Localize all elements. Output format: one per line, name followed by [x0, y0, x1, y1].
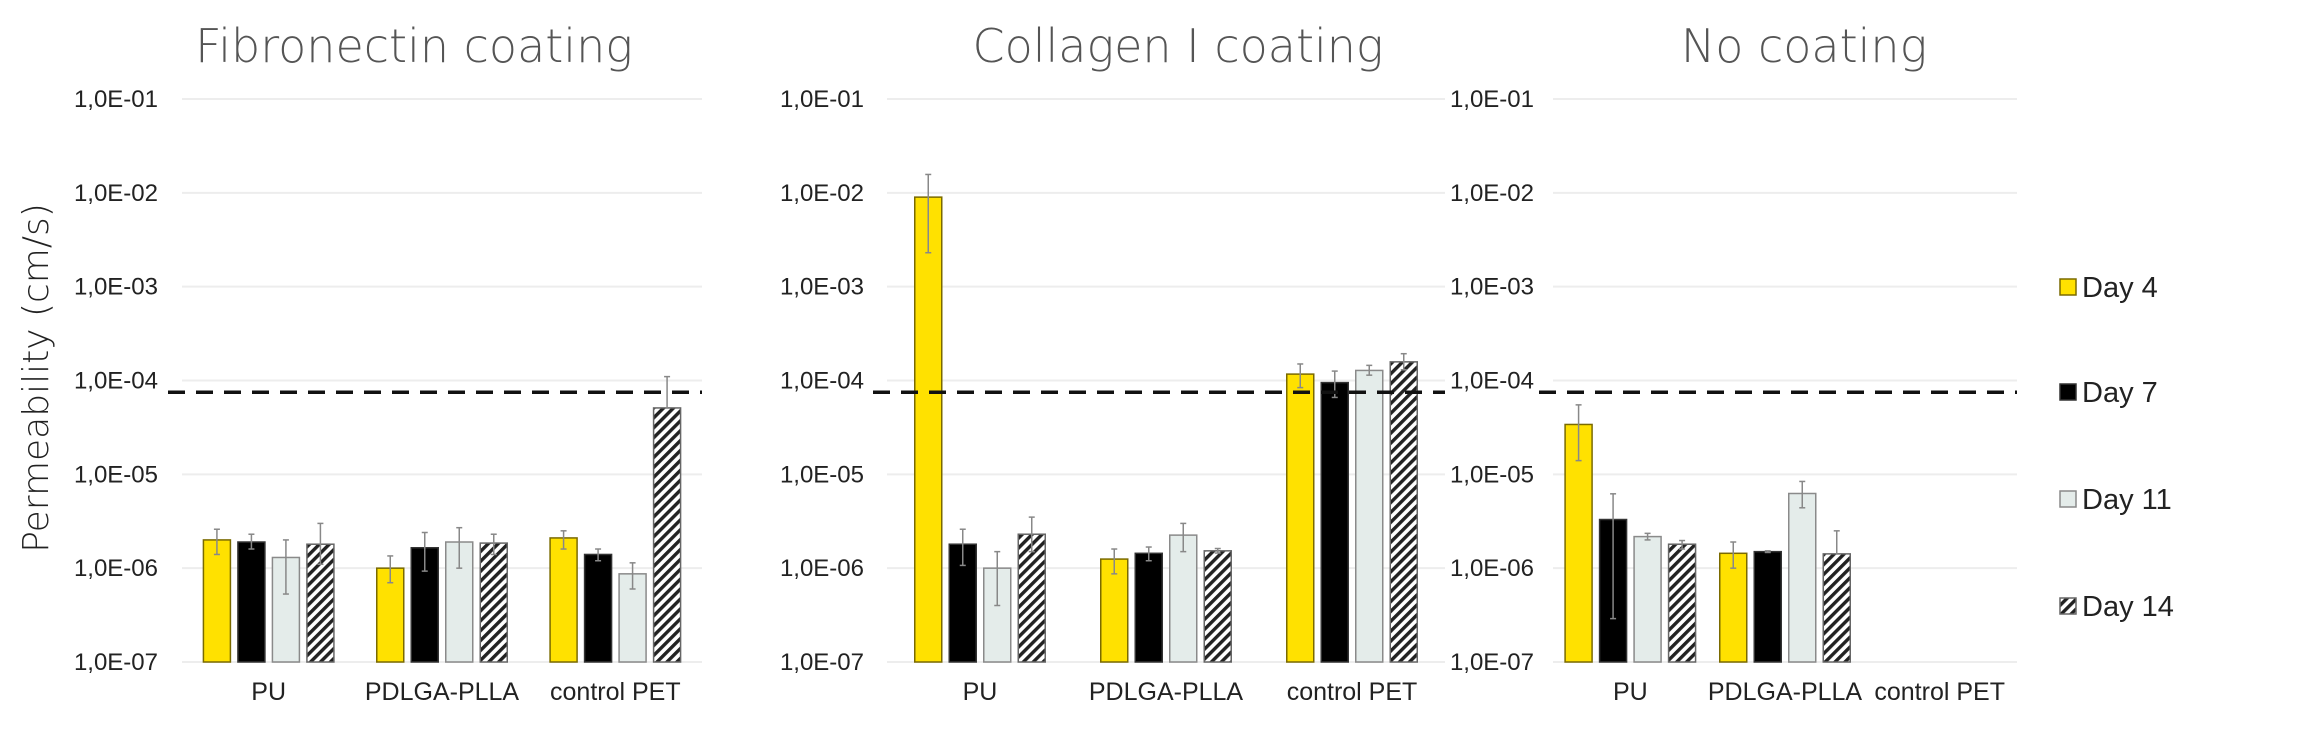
bar-day-11 [271, 556, 301, 663]
y-tick-label: 1,0E-03 [780, 274, 864, 301]
chart-panel-2: No coating 1,0E-01 1,0E-02 1,0E-03 1,0E-04 1,… [1450, 19, 2017, 706]
bar-day-4 [1719, 552, 1748, 663]
bar-day-7 [1753, 550, 1782, 663]
y-tick-label: 1,0E-04 [1450, 368, 1534, 395]
chart-title: Collagen I coating [972, 19, 1383, 73]
y-tick-label: 1,0E-03 [74, 274, 158, 301]
legend-label: Day 4 [2082, 272, 2158, 304]
bar-day-11 [1633, 535, 1662, 663]
bar-day-4 [202, 539, 232, 663]
bar-day-7 [237, 541, 266, 663]
legend-swatch-0 [2059, 278, 2077, 296]
bar-day-14 [1203, 550, 1232, 663]
x-category-label: control PET [1287, 678, 1418, 706]
bar-day-7 [1320, 381, 1349, 663]
bar-day-11 [1169, 534, 1198, 663]
chart-title: No coating [1681, 19, 1927, 73]
chart-panel-0: Fibronectin coating 1,0E-01 1,0E-02 1,0E-03… [74, 19, 702, 706]
y-tick-label: 1,0E-01 [780, 86, 864, 113]
bar-day-11 [1788, 492, 1817, 663]
y-tick-label: 1,0E-03 [1450, 274, 1534, 301]
legend-label: Day 14 [2082, 591, 2174, 623]
y-tick-label: 1,0E-07 [780, 649, 864, 676]
legend: Day 4 Day 7 Day 11 Day 14 [2059, 272, 2174, 623]
bar-day-14 [1822, 553, 1851, 663]
x-category-label: PDLGA-PLLA [1089, 678, 1244, 706]
y-tick-label: 1,0E-02 [780, 180, 864, 207]
x-category-label: PU [1613, 678, 1648, 706]
y-tick-label: 1,0E-02 [74, 180, 158, 207]
bar-day-4 [914, 196, 943, 663]
bar-day-4 [376, 567, 405, 663]
bar-day-14 [652, 407, 682, 663]
y-tick-label: 1,0E-01 [1450, 86, 1534, 113]
chart-title: Fibronectin coating [195, 19, 633, 73]
legend-swatch-1 [2059, 383, 2077, 401]
bar-day-14 [479, 542, 508, 663]
bar-day-4 [1564, 423, 1593, 663]
legend-swatch-2 [2059, 490, 2077, 508]
x-category-label: control PET [1874, 678, 2005, 706]
chart-panel-1: Collagen I coating 1,0E-01 1,0E-02 1,0E-03 1… [780, 19, 1445, 706]
y-tick-label: 1,0E-06 [780, 555, 864, 582]
y-tick-label: 1,0E-06 [74, 555, 158, 582]
bar-day-14 [1667, 543, 1697, 663]
bar-day-14 [1389, 361, 1418, 663]
x-category-label: PDLGA-PLLA [365, 678, 520, 706]
x-category-label: PU [963, 678, 998, 706]
y-tick-label: 1,0E-05 [780, 461, 864, 488]
bar-day-11 [1355, 369, 1384, 663]
bar-day-7 [583, 553, 613, 663]
legend-swatch-3 [2059, 597, 2077, 615]
bar-day-4 [549, 537, 578, 663]
x-category-label: PU [251, 678, 286, 706]
y-tick-label: 1,0E-06 [1450, 555, 1534, 582]
y-axis-label: Permeability (cm/s) [16, 203, 57, 553]
y-tick-label: 1,0E-07 [1450, 649, 1534, 676]
y-tick-label: 1,0E-01 [74, 86, 158, 113]
bar-day-4 [1100, 558, 1129, 663]
y-tick-label: 1,0E-02 [1450, 180, 1534, 207]
y-tick-label: 1,0E-05 [1450, 461, 1534, 488]
x-category-label: PDLGA-PLLA [1708, 678, 1863, 706]
bar-day-14 [1017, 533, 1046, 663]
bar-day-4 [1286, 373, 1315, 663]
y-tick-label: 1,0E-07 [74, 649, 158, 676]
y-tick-label: 1,0E-04 [74, 368, 158, 395]
y-tick-label: 1,0E-04 [780, 368, 864, 395]
legend-label: Day 11 [2082, 484, 2172, 516]
y-tick-label: 1,0E-05 [74, 461, 158, 488]
bar-day-7 [1134, 552, 1163, 663]
x-category-label: control PET [550, 678, 681, 706]
legend-label: Day 7 [2082, 377, 2158, 409]
